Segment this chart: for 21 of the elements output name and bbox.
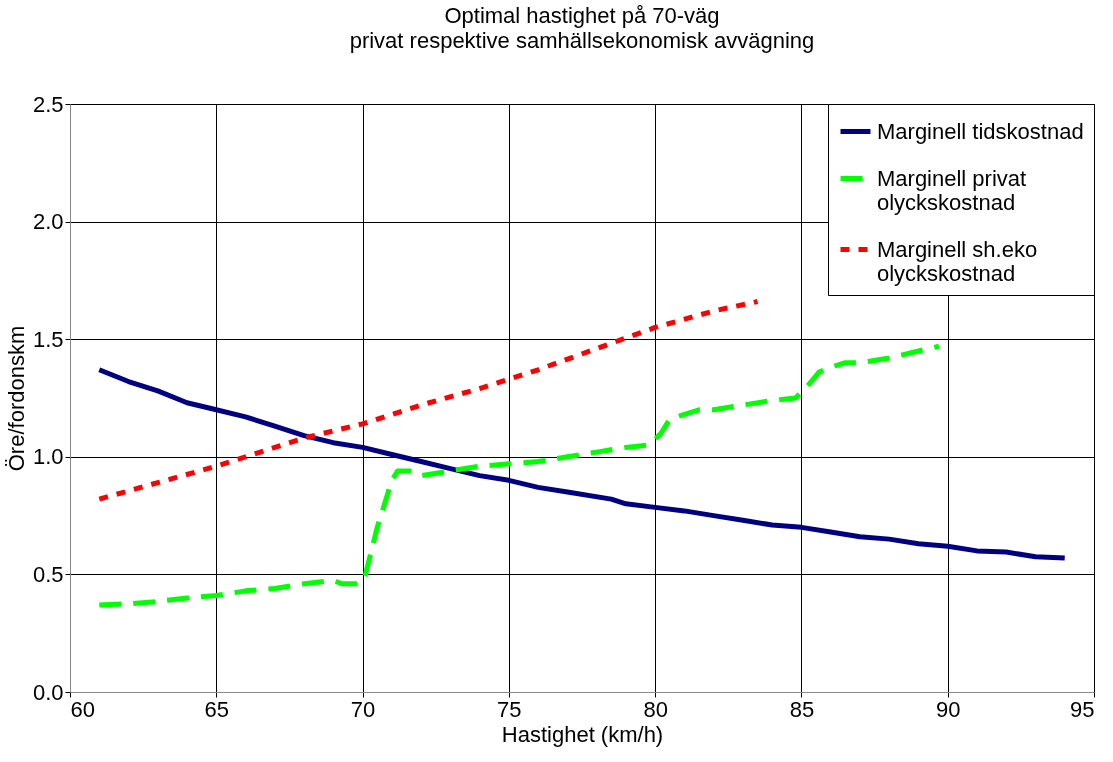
legend-label: Marginell privat olyckskostnad	[877, 165, 1027, 215]
legend-label: Marginell sh.eko olyckskostnad	[877, 236, 1038, 286]
chart-subtitle: privat respektive samhällsekonomisk avvägning	[349, 28, 815, 53]
x-tick-label: 85	[789, 696, 815, 722]
legend-label: Marginell tidskostnad	[877, 118, 1084, 144]
y-tick-label: 2.5	[32, 91, 64, 117]
y-tick-label: 0.0	[32, 679, 64, 705]
x-tick-label: 70	[350, 696, 376, 722]
x-tick-label: 75	[497, 696, 522, 722]
y-axis-title: Öre/fordonskm	[3, 325, 29, 472]
y-tick-label: 1.0	[32, 444, 64, 470]
y-tick-label: 0.5	[32, 561, 64, 587]
x-tick-label: 80	[643, 696, 668, 722]
x-tick-label: 95	[1070, 696, 1095, 722]
y-tick-label: 1.5	[32, 326, 64, 352]
x-tick-label: 65	[204, 696, 230, 722]
x-tick-label: 60	[70, 696, 95, 722]
chart-title: Optimal hastighet på 70-väg	[444, 3, 720, 28]
x-tick-label: 90	[935, 696, 961, 722]
y-tick-label: 2.0	[32, 209, 64, 235]
x-axis-title: Hastighet (km/h)	[501, 721, 664, 747]
